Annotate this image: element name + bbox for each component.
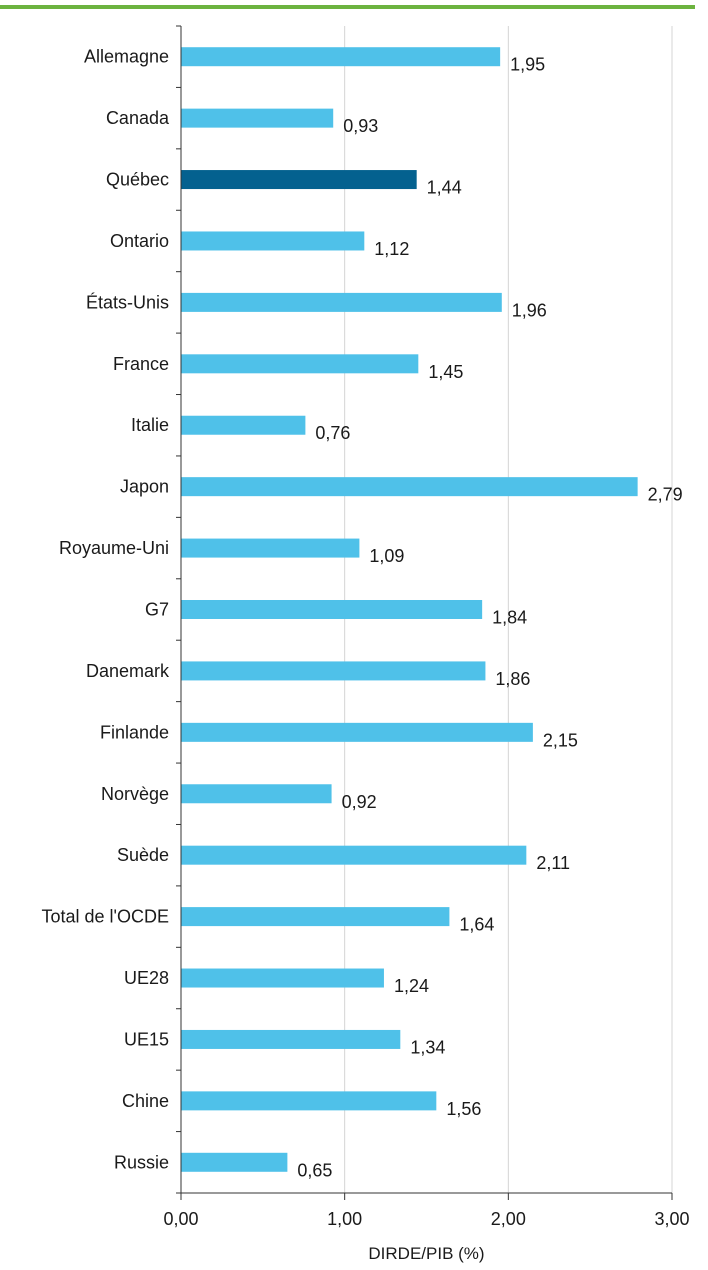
bar-15 <box>181 968 384 988</box>
category-label-0: Allemagne <box>84 47 169 67</box>
value-label-0: 1,95 <box>510 55 545 75</box>
bar-16 <box>181 1029 401 1049</box>
category-label-18: Russie <box>114 1152 169 1172</box>
bar-1 <box>181 108 334 128</box>
bar-2 <box>181 170 417 190</box>
value-label-14: 1,64 <box>459 915 494 935</box>
value-label-13: 2,11 <box>536 853 570 873</box>
value-label-6: 0,76 <box>315 423 350 443</box>
category-label-14: Total de l'OCDE <box>42 907 170 927</box>
bar-8 <box>181 538 360 558</box>
bar-10 <box>181 661 486 681</box>
category-label-2: Québec <box>106 170 169 190</box>
bar-6 <box>181 415 306 435</box>
value-label-3: 1,12 <box>374 239 409 259</box>
value-label-9: 1,84 <box>492 608 527 628</box>
category-label-5: France <box>113 354 169 374</box>
bar-11 <box>181 722 533 742</box>
bar-18 <box>181 1152 288 1172</box>
category-label-7: Japon <box>120 477 169 497</box>
bar-13 <box>181 845 527 865</box>
category-label-10: Danemark <box>86 661 170 681</box>
category-label-8: Royaume-Uni <box>59 538 169 558</box>
category-label-17: Chine <box>122 1091 169 1111</box>
value-label-7: 2,79 <box>648 485 683 505</box>
category-label-3: Ontario <box>110 231 169 251</box>
category-label-11: Finlande <box>100 722 169 742</box>
x-tick-label-2: 2,00 <box>491 1209 526 1229</box>
category-label-16: UE15 <box>124 1029 169 1049</box>
bar-5 <box>181 354 419 374</box>
value-label-17: 1,56 <box>446 1099 481 1119</box>
x-tick-label-1: 1,00 <box>327 1209 362 1229</box>
value-label-11: 2,15 <box>543 730 578 750</box>
value-label-2: 1,44 <box>427 178 462 198</box>
category-label-6: Italie <box>131 415 169 435</box>
value-label-16: 1,34 <box>410 1037 445 1057</box>
category-label-1: Canada <box>106 108 170 128</box>
bar-17 <box>181 1091 437 1111</box>
bar-7 <box>181 477 638 497</box>
bar-0 <box>181 47 501 67</box>
bar-4 <box>181 292 502 312</box>
bar-14 <box>181 907 450 927</box>
top-accent-line <box>0 5 695 9</box>
value-label-10: 1,86 <box>495 669 530 689</box>
value-label-15: 1,24 <box>394 976 429 996</box>
value-label-4: 1,96 <box>512 300 547 320</box>
category-label-15: UE28 <box>124 968 169 988</box>
x-tick-label-3: 3,00 <box>654 1209 689 1229</box>
category-label-4: États-Unis <box>86 292 169 312</box>
value-label-8: 1,09 <box>369 546 404 566</box>
bar-3 <box>181 231 365 251</box>
bar-12 <box>181 784 332 804</box>
category-label-12: Norvège <box>101 784 169 804</box>
category-label-9: G7 <box>145 600 169 620</box>
value-label-5: 1,45 <box>428 362 463 382</box>
category-label-13: Suède <box>117 845 169 865</box>
value-label-12: 0,92 <box>342 792 377 812</box>
bar-9 <box>181 600 483 619</box>
x-tick-label-0: 0,00 <box>163 1209 198 1229</box>
x-axis-title: DIRDE/PIB (%) <box>368 1244 484 1263</box>
value-label-1: 0,93 <box>343 116 378 136</box>
value-label-18: 0,65 <box>297 1160 332 1180</box>
